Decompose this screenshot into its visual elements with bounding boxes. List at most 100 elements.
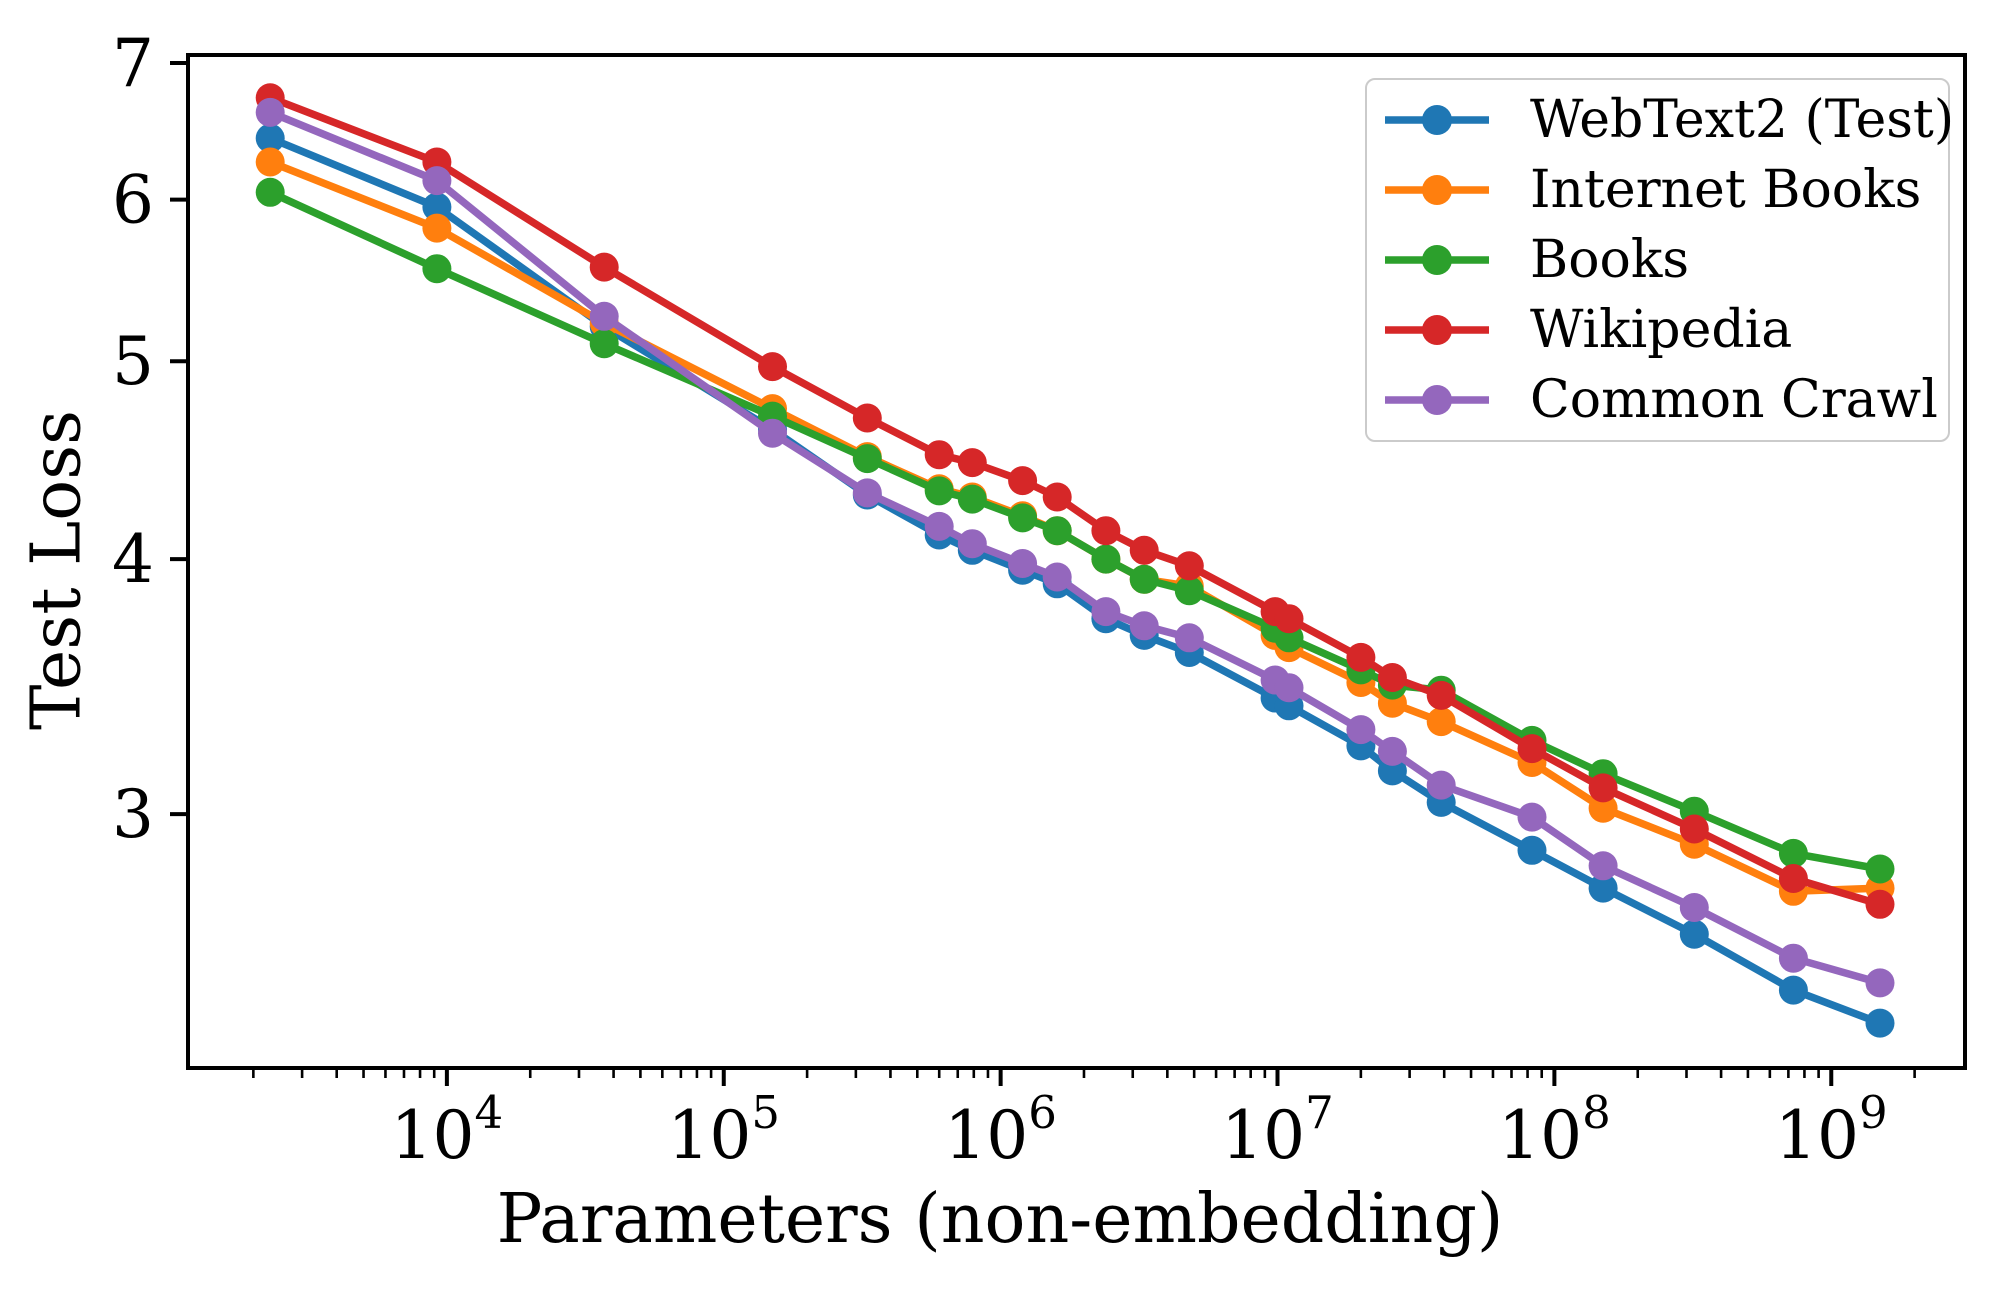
data-point-wikipedia [1008, 466, 1038, 496]
data-point-books [422, 254, 452, 284]
data-point-books [1091, 544, 1121, 574]
data-point-books [1042, 516, 1072, 546]
legend-line-marker-icon [1385, 105, 1489, 135]
data-point-books [1008, 503, 1038, 533]
data-point-wikipedia [1091, 516, 1121, 546]
data-point-webtext2-test [1517, 835, 1547, 865]
series-line-wikipedia [266, 94, 1884, 909]
x-tick-label: 105 [667, 1086, 780, 1174]
data-point-common-crawl [957, 529, 987, 559]
data-point-wikipedia [1588, 773, 1618, 803]
data-point-wikipedia [924, 440, 954, 470]
data-point-wikipedia [1517, 734, 1547, 764]
legend-item-books: Books [1382, 225, 1948, 295]
plot-border [186, 53, 1967, 1070]
x-tick-label: 108 [1498, 1086, 1611, 1174]
data-point-common-crawl [1008, 549, 1038, 578]
data-point-common-crawl [1865, 968, 1895, 998]
y-tick-label: 7 [112, 25, 154, 102]
data-point-webtext2-test [1679, 919, 1709, 949]
series-markers-common-crawl [255, 97, 1895, 998]
legend-item-label: WebText2 (Test) [1530, 90, 1955, 150]
data-point-common-crawl [924, 511, 954, 541]
data-point-webtext2-test [255, 123, 285, 153]
x-tick-label: 104 [391, 1086, 504, 1174]
y-tick-label: 4 [112, 521, 154, 598]
data-point-common-crawl [1174, 623, 1204, 653]
legend-item-label: Common Crawl [1530, 370, 1938, 430]
data-point-common-crawl [589, 301, 619, 331]
data-point-common-crawl [1778, 943, 1808, 973]
legend-item-label: Wikipedia [1530, 300, 1793, 360]
y-axis-title: Test Loss [17, 409, 97, 731]
legend-line-marker-icon [1385, 315, 1489, 345]
data-point-common-crawl [1274, 673, 1304, 703]
data-point-books [589, 329, 619, 359]
data-point-books [1778, 838, 1808, 868]
data-point-common-crawl [255, 97, 285, 127]
data-point-common-crawl [1346, 715, 1376, 745]
data-point-internet-books [1426, 707, 1456, 737]
x-axis-title: Parameters (non-embedding) [496, 1180, 1504, 1259]
data-point-wikipedia [589, 252, 619, 282]
legend-item-internet-books: Internet Books [1382, 155, 1948, 225]
data-point-books [1865, 854, 1895, 884]
data-point-common-crawl [1377, 736, 1407, 766]
series-line-books [266, 188, 1884, 873]
data-point-books [1129, 564, 1159, 594]
data-point-wikipedia [852, 403, 882, 433]
data-point-wikipedia [1865, 889, 1895, 919]
data-point-internet-books [255, 147, 285, 177]
data-point-common-crawl [1588, 851, 1618, 881]
legend-line-marker-icon [1385, 175, 1489, 205]
data-point-books [957, 484, 987, 514]
data-point-wikipedia [1426, 680, 1456, 710]
x-tick-label: 109 [1775, 1086, 1888, 1174]
data-point-wikipedia [957, 448, 987, 478]
legend-item-wikipedia: Wikipedia [1382, 295, 1948, 365]
series-wikipedia [255, 83, 1895, 919]
data-point-wikipedia [1129, 535, 1159, 565]
data-point-books [255, 177, 285, 207]
series-common-crawl [255, 97, 1895, 998]
data-point-webtext2-test [422, 192, 452, 222]
data-point-common-crawl [852, 478, 882, 508]
y-tick-label: 5 [112, 323, 154, 400]
legend-item-webtext2-test: WebText2 (Test) [1382, 85, 1954, 155]
data-point-wikipedia [1274, 604, 1304, 634]
data-point-wikipedia [1042, 482, 1072, 512]
data-point-common-crawl [1679, 893, 1709, 922]
data-point-webtext2-test [1865, 1008, 1895, 1038]
data-point-wikipedia [1377, 663, 1407, 692]
y-tick-label: 6 [112, 162, 154, 239]
legend-item-label: Books [1530, 230, 1690, 290]
data-point-internet-books [1588, 793, 1618, 823]
legend-line-marker-icon [1385, 385, 1489, 415]
data-point-webtext2-test [1588, 873, 1618, 903]
legend-line-marker-icon [1385, 245, 1489, 275]
y-axis-ticks: 7 6 5 4 3 [112, 25, 188, 853]
data-point-books [852, 444, 882, 474]
data-point-webtext2-test [1778, 975, 1808, 1005]
data-point-internet-books [422, 213, 452, 243]
data-point-common-crawl [758, 418, 787, 448]
x-axis-ticks: 104 105 106 107 108 109 [391, 1068, 1888, 1174]
data-point-wikipedia [1679, 814, 1709, 844]
legend: WebText2 (Test) Internet Books Books Wikipe… [1365, 78, 1954, 442]
data-point-common-crawl [422, 166, 452, 196]
x-tick-label: 107 [1221, 1086, 1334, 1174]
data-point-wikipedia [1778, 864, 1808, 893]
data-point-common-crawl [1517, 802, 1547, 832]
legend-item-label: Internet Books [1530, 160, 1922, 220]
data-point-books [924, 476, 954, 506]
series-line-common-crawl [266, 108, 1884, 987]
legend-item-common-crawl: Common Crawl [1382, 365, 1948, 435]
y-tick-label: 3 [112, 776, 154, 853]
data-point-wikipedia [758, 352, 787, 382]
data-point-wikipedia [1174, 551, 1204, 581]
data-point-wikipedia [1346, 642, 1376, 672]
x-tick-label: 106 [944, 1086, 1057, 1174]
series-markers-wikipedia [255, 83, 1895, 919]
